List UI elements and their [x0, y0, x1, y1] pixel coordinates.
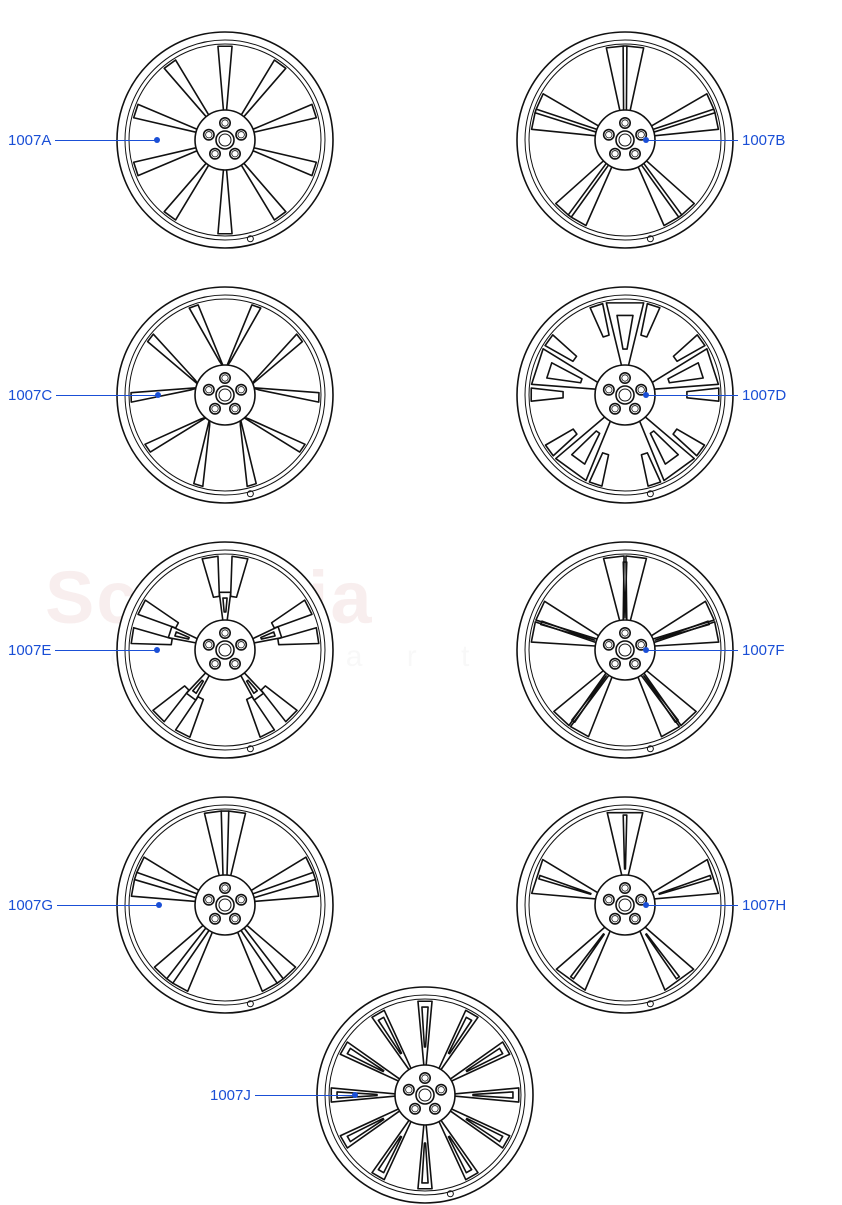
- callout-leader: [646, 905, 738, 906]
- callout-label: 1007C: [8, 387, 52, 404]
- callout-label: 1007F: [742, 642, 785, 659]
- callout-leader: [646, 395, 738, 396]
- callout-leader: [55, 650, 157, 651]
- callout-label: 1007B: [742, 132, 785, 149]
- callout-label: 1007D: [742, 387, 786, 404]
- callout-leader: [55, 140, 157, 141]
- callout-label: 1007E: [8, 642, 51, 659]
- callout-1007g: 1007G: [8, 897, 159, 914]
- callout-1007f: 1007F: [646, 642, 785, 659]
- callout-1007a: 1007A: [8, 132, 157, 149]
- callout-label: 1007H: [742, 897, 786, 914]
- callout-1007d: 1007D: [646, 387, 786, 404]
- callout-1007j: 1007J: [210, 1087, 355, 1104]
- callout-label: 1007J: [210, 1087, 251, 1104]
- callout-1007c: 1007C: [8, 387, 158, 404]
- callout-leader: [646, 140, 738, 141]
- callout-label: 1007G: [8, 897, 53, 914]
- callout-1007h: 1007H: [646, 897, 786, 914]
- callout-leader: [56, 395, 158, 396]
- callout-leader: [255, 1095, 355, 1096]
- callout-leader: [57, 905, 159, 906]
- callout-label: 1007A: [8, 132, 51, 149]
- callout-leader: [646, 650, 738, 651]
- callout-1007e: 1007E: [8, 642, 157, 659]
- callout-1007b: 1007B: [646, 132, 785, 149]
